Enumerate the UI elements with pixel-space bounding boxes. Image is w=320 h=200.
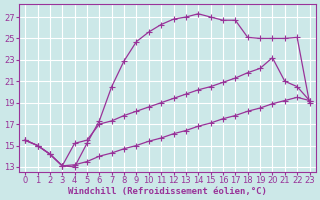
X-axis label: Windchill (Refroidissement éolien,°C): Windchill (Refroidissement éolien,°C) [68, 187, 267, 196]
